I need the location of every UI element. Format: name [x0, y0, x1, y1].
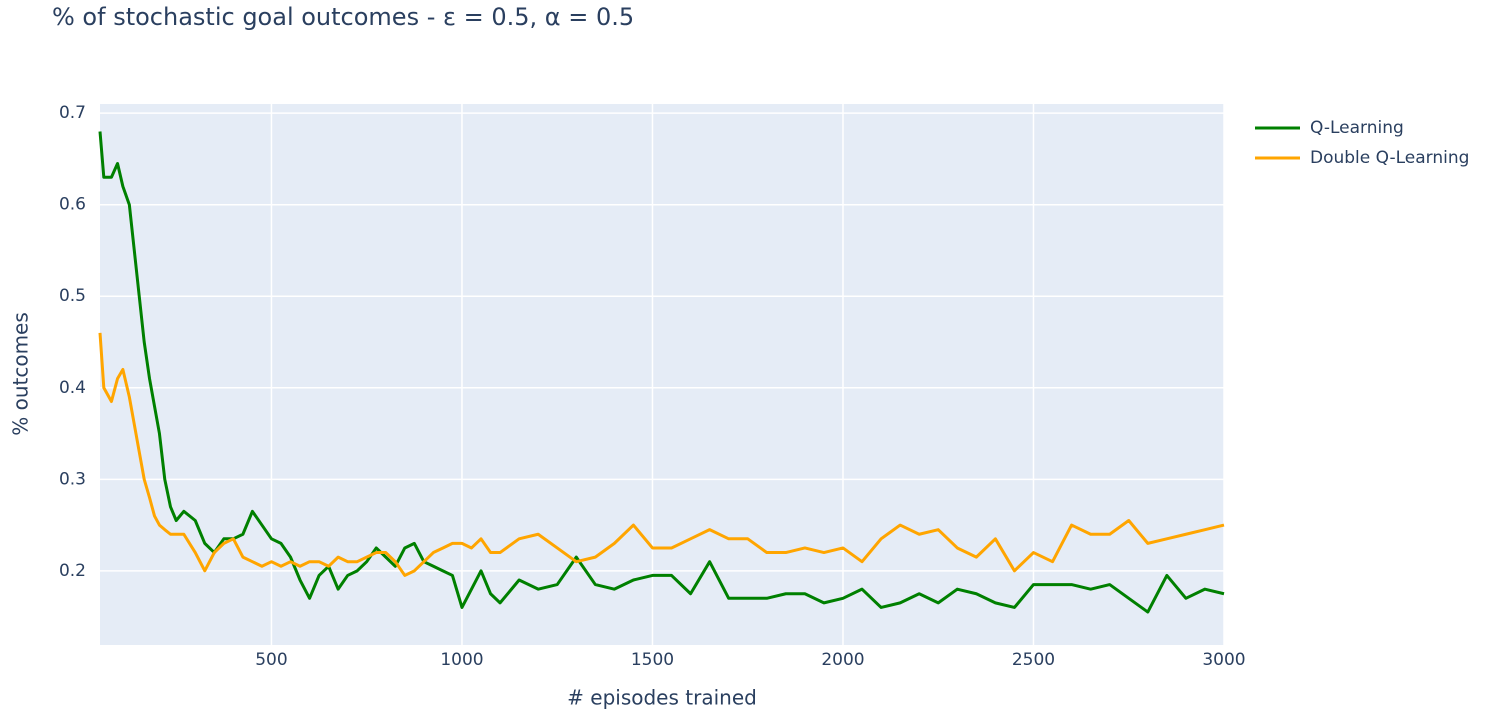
line	[98, 332, 1225, 577]
x-tick-label: 2500	[1012, 650, 1055, 670]
chart-title: % of stochastic goal outcomes - ε = 0.5,…	[52, 3, 634, 31]
y-tick-label: 0.7	[59, 103, 86, 123]
x-tick-label: 500	[255, 650, 287, 670]
x-tick-label: 3000	[1202, 650, 1245, 670]
x-tick-label: 1500	[631, 650, 674, 670]
x-tick-label: 2000	[821, 650, 864, 670]
x-tick-label: 1000	[440, 650, 483, 670]
y-tick-label: 0.3	[59, 469, 86, 489]
y-axis-label: % outcomes	[9, 312, 33, 436]
x-axis-label: # episodes trained	[567, 686, 757, 710]
y-tick-label: 0.2	[59, 561, 86, 581]
y-tick-label: 0.4	[59, 378, 86, 398]
legend-label: Q-Learning	[1310, 118, 1404, 138]
legend-label: Double Q-Learning	[1310, 148, 1469, 168]
y-tick-label: 0.6	[59, 195, 86, 215]
y-tick-label: 0.5	[59, 286, 86, 306]
grid	[100, 104, 1225, 645]
line	[98, 131, 1225, 614]
